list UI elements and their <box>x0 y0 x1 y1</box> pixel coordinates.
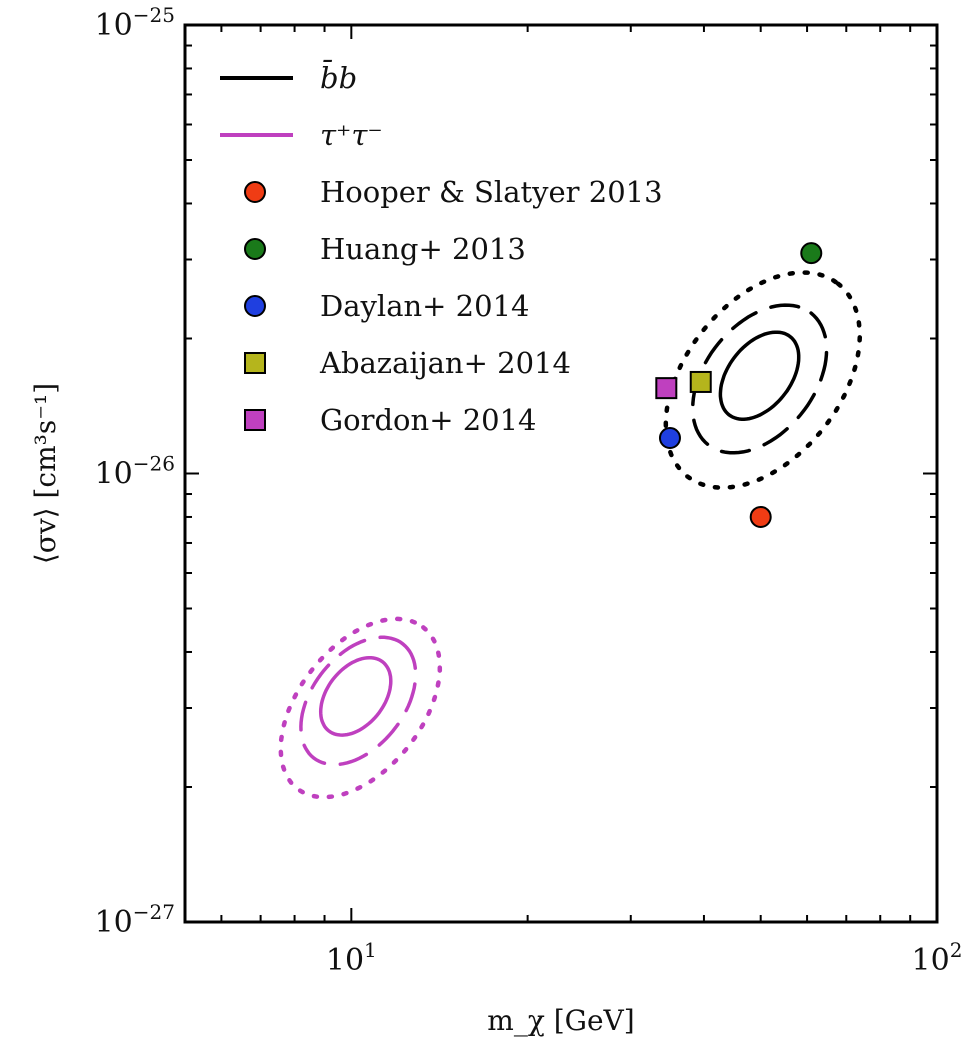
data-point <box>749 505 772 528</box>
y-tick-label: 10−26 <box>95 452 175 492</box>
points-layer <box>655 242 823 528</box>
contour-solid <box>718 330 801 421</box>
legend-marker <box>244 238 266 260</box>
data-point <box>689 370 712 393</box>
contours-layer <box>278 270 863 800</box>
y-tick-label: 10−27 <box>95 900 175 940</box>
legend-marker <box>244 409 266 431</box>
legend-label: Daylan+ 2014 <box>320 289 530 323</box>
contour-solid <box>318 655 393 737</box>
legend-label: b̄b <box>320 59 357 95</box>
y-axis-label: ⟨σv⟩ [cm³s⁻¹] <box>29 383 62 564</box>
data-point <box>800 242 823 265</box>
legend-marker <box>244 295 266 317</box>
legend-label: Huang+ 2013 <box>320 232 526 266</box>
legend-marker <box>244 352 266 374</box>
contour-dotted <box>663 270 863 490</box>
legend-label: τ⁺τ⁻ <box>320 118 383 152</box>
legend-label: Gordon+ 2014 <box>320 403 537 437</box>
legend: b̄b τ⁺τ⁻ Hooper & Slatyer 2013 Huang+ 2013 D… <box>220 59 663 437</box>
x-axis-label: m_χ [GeV] <box>487 1004 634 1037</box>
legend-marker <box>244 181 266 203</box>
x-tick-label: 101 <box>326 938 377 978</box>
contour-dotted <box>278 616 443 800</box>
contour-dashed <box>299 635 418 767</box>
y-tick-label: 10−25 <box>95 3 175 43</box>
x-tick-label: 102 <box>912 938 963 978</box>
legend-label: Hooper & Slatyer 2013 <box>320 175 663 209</box>
tick-labels-layer: 101 102 10−27 10−26 10−25 <box>95 3 963 978</box>
ticks-layer <box>185 24 938 923</box>
contour-dashed <box>690 303 829 455</box>
legend-label: Abazaijan+ 2014 <box>319 346 571 380</box>
plot-frame <box>183 23 939 924</box>
data-point <box>655 377 678 400</box>
data-point <box>658 426 681 449</box>
